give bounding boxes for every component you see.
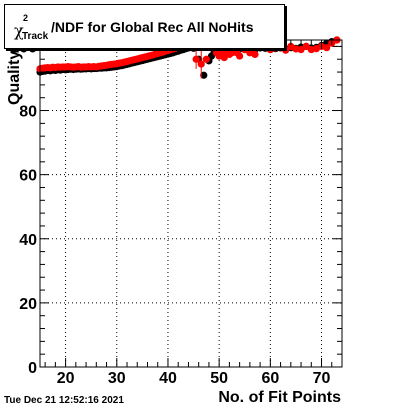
x-tick-label: 50 xyxy=(210,370,228,387)
data-point-red xyxy=(197,60,205,68)
data-point-black xyxy=(200,71,208,79)
data-point-red xyxy=(202,55,210,63)
y-tick-label: 0 xyxy=(28,360,37,377)
data-point-red xyxy=(192,55,200,63)
x-axis-label: No. of Fit Points xyxy=(218,389,341,406)
x-tick-label: 20 xyxy=(57,370,75,387)
axes-layer: 203040506070020406080100 xyxy=(10,39,343,387)
y-axis-label: Quality xyxy=(6,50,23,105)
x-tick-label: 40 xyxy=(159,370,177,387)
data-point-red xyxy=(236,52,244,60)
y-tick-label: 40 xyxy=(19,232,37,249)
grid-layer xyxy=(40,40,342,367)
x-tick-label: 60 xyxy=(261,370,279,387)
data-point-red xyxy=(323,44,331,52)
title-superscript: 2 xyxy=(23,13,29,23)
y-tick-label: 60 xyxy=(19,168,37,185)
chart-title: /NDF for Global Rec All NoHits xyxy=(51,19,254,35)
y-tick-label: 80 xyxy=(19,104,37,121)
timestamp: Tue Dec 21 12:52:16 2021 xyxy=(4,395,124,406)
data-point-red xyxy=(297,46,305,54)
y-tick-label: 20 xyxy=(19,296,37,313)
title-chi-symbol: χ xyxy=(14,21,24,40)
data-point-red xyxy=(302,42,310,51)
plot-frame xyxy=(39,39,343,368)
x-tick-label: 30 xyxy=(108,370,126,387)
data-point-red xyxy=(251,50,259,59)
chart-title-box: χ 2 Track /NDF for Global Rec All NoHits xyxy=(4,4,285,49)
title-subscript: Track xyxy=(22,31,49,42)
x-tick-label: 70 xyxy=(313,370,331,387)
data-point-red xyxy=(220,54,228,62)
